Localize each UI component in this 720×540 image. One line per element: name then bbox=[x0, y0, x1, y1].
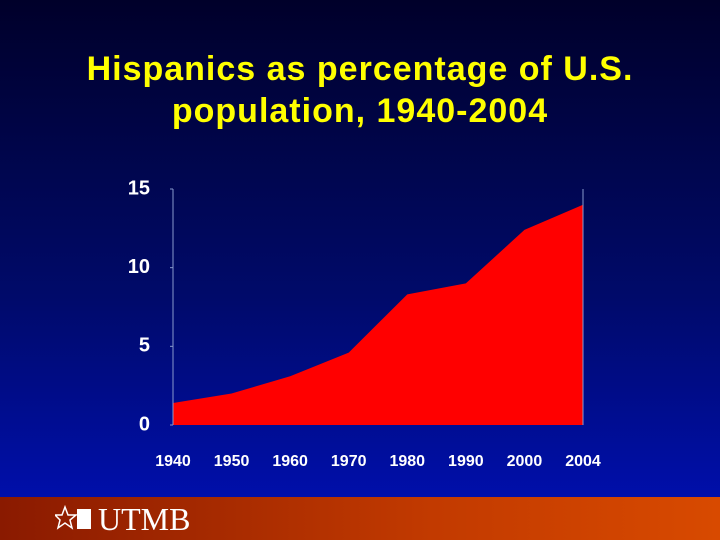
area bbox=[173, 204, 583, 425]
footer: UTMB bbox=[0, 497, 720, 540]
y-tick-label: 15 bbox=[128, 177, 150, 199]
x-tick-label: 1990 bbox=[448, 453, 484, 470]
logo-icon bbox=[55, 505, 91, 530]
chart-title: Hispanics as percentage of U.S. populati… bbox=[86, 50, 634, 130]
x-tick-label: 2000 bbox=[507, 453, 543, 470]
x-tick-label: 1940 bbox=[155, 453, 191, 470]
y-tick-label: 5 bbox=[139, 335, 150, 357]
x-tick-label: 1970 bbox=[331, 453, 367, 470]
logo-text: UTMB bbox=[98, 501, 191, 537]
x-tick-label: 1960 bbox=[272, 453, 308, 470]
y-tick-label: 10 bbox=[128, 256, 150, 278]
x-tick-label: 1950 bbox=[214, 453, 250, 470]
x-tick-label: 1980 bbox=[389, 453, 425, 470]
x-tick-label: 2004 bbox=[565, 453, 601, 470]
chart: 0 5 10 15 1940 1950 1960 1970 1980 1990 2000 2004 bbox=[128, 177, 601, 470]
y-tick-label: 0 bbox=[139, 413, 150, 435]
